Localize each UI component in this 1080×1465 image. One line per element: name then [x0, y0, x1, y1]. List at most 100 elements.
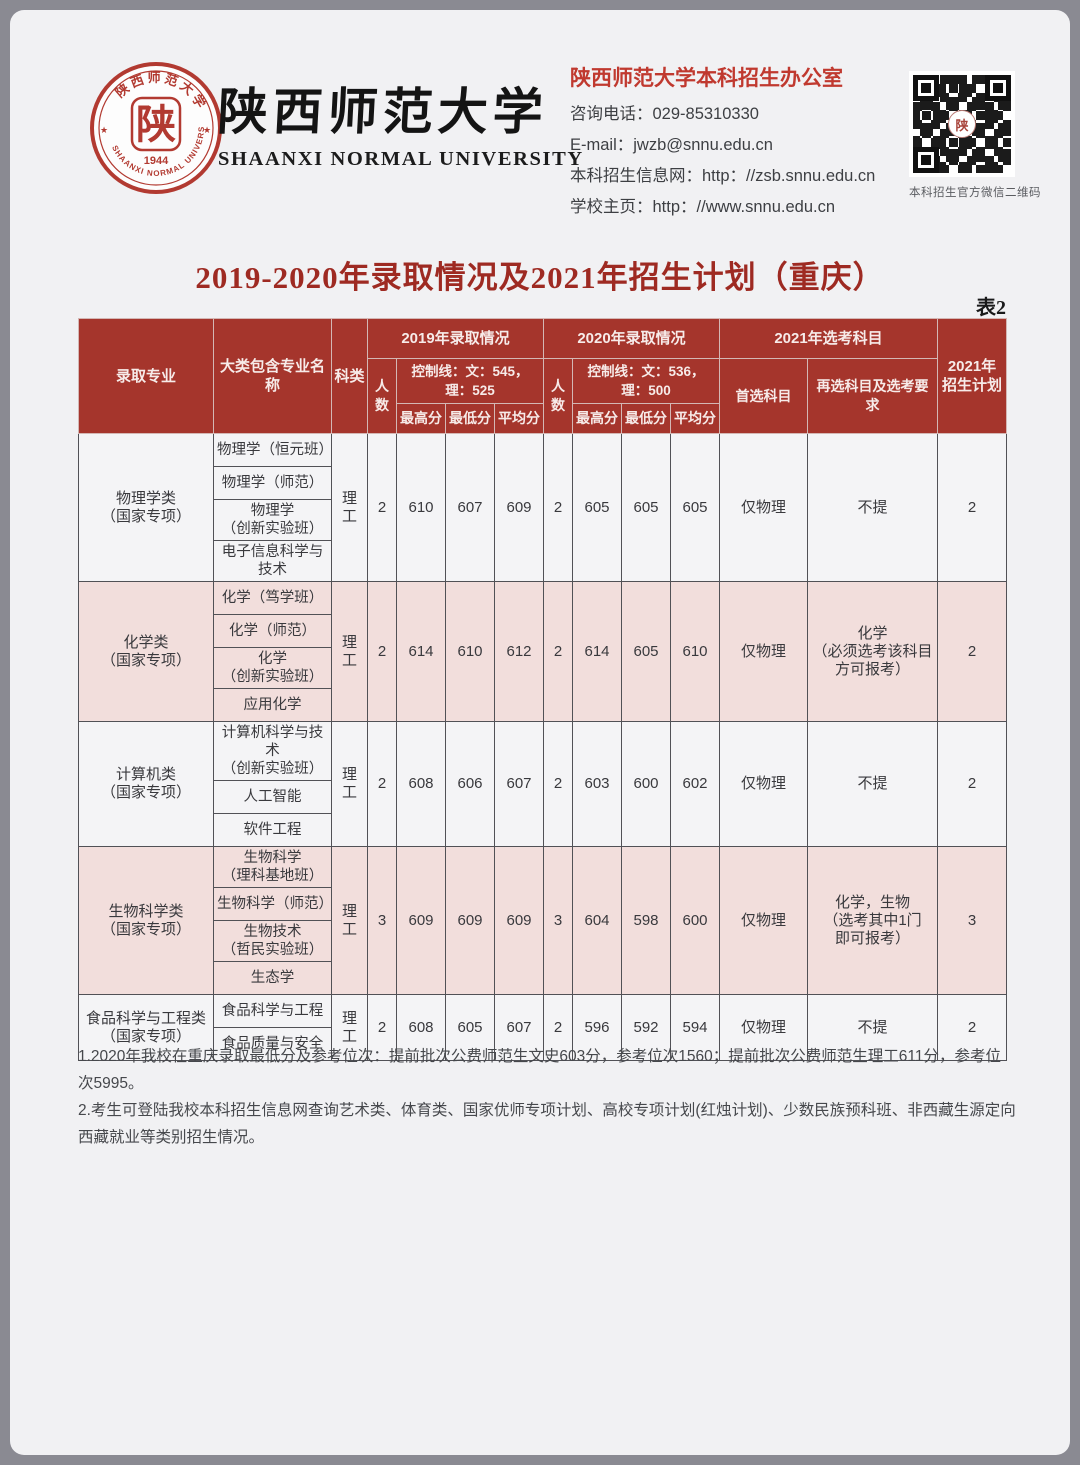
cell-sub-major: 化学（笃学班） [213, 581, 332, 615]
cell-2019-min: 610 [445, 581, 495, 722]
cell-2019-count: 2 [367, 581, 397, 722]
cell-sub-major: 物理学 （创新实验班） [213, 499, 332, 541]
cell-2019-avg: 612 [494, 581, 544, 722]
contact-homepage: 学校主页：http：//www.snnu.edu.cn [570, 198, 836, 216]
cell-second-subject: 化学，生物 （选考其中1门 即可报考） [807, 846, 938, 995]
cell-second-subject: 化学 （必须选考该科目 方可报考） [807, 581, 938, 722]
cell-2019-max: 609 [396, 846, 446, 995]
cell-2020-max: 603 [572, 721, 622, 847]
cell-2019-count: 2 [367, 433, 397, 582]
col-header-first-subject: 首选科目 [719, 358, 808, 434]
table-row: 食品科学与工程类 （国家专项） 食品科学与工程 理工 2 608 605 607… [78, 994, 1007, 1061]
table-row: 生物科学（师范） [79, 887, 1007, 921]
svg-text:陕: 陕 [136, 103, 176, 147]
cell-sub-major: 食品质量与安全 [213, 1027, 332, 1061]
admissions-table-wrap: 录取专业 大类包含专业名称 科类 2019年录取情况 2020年录取情况 202… [78, 318, 1007, 1061]
table-row: 生物科学类 （国家专项） 生物科学 （理科基地班） 理工 3 609 609 6… [78, 846, 1007, 995]
col-header-2021-plan: 2021年 招生计划 [937, 318, 1007, 434]
page-title: 2019-2020年录取情况及2021年招生计划（重庆） [195, 260, 885, 295]
cell-subject-type: 理工 [331, 846, 368, 995]
col-header-avg-2019: 平均分 [494, 403, 544, 434]
table-row: 软件工程 [79, 813, 1007, 847]
cell-sub-major: 人工智能 [213, 780, 332, 814]
cell-subject-type: 理工 [331, 433, 368, 582]
col-header-admission-major: 录取专业 [78, 318, 214, 434]
cell-first-subject: 仅物理 [719, 994, 808, 1061]
cell-first-subject: 仅物理 [719, 846, 808, 995]
cell-2020-avg: 610 [670, 581, 720, 722]
col-header-included-majors: 大类包含专业名称 [213, 318, 332, 434]
cell-first-subject: 仅物理 [719, 581, 808, 722]
col-header-max-2019: 最高分 [396, 403, 446, 434]
table-row: 生物技术 （哲民实验班） [79, 920, 1007, 962]
cell-2020-count: 2 [543, 581, 573, 722]
cell-2020-count: 2 [543, 433, 573, 582]
qr-code-icon: 陕 [909, 71, 1015, 177]
cell-2019-max: 608 [396, 721, 446, 847]
contact-admissions-website: 本科招生信息网：http：//zsb.snnu.edu.cn [570, 167, 876, 185]
group-header-2021-subjects: 2021年选考科目 [719, 318, 938, 359]
cell-2020-avg: 600 [670, 846, 720, 995]
col-header-min-2020: 最低分 [621, 403, 671, 434]
cell-2019-max: 614 [396, 581, 446, 722]
university-name-block: 陕西师范大学 SHAANXI NORMAL UNIVERSITY [216, 72, 582, 171]
seal-icon: 陕西师范大学 SHAANXI NORMAL UNIVERSITY ★ ★ 陕 1… [83, 51, 222, 194]
cell-sub-major: 化学（师范） [213, 614, 332, 648]
cell-sub-major: 生物科学（师范） [213, 887, 333, 921]
cell-2020-min: 605 [621, 433, 671, 582]
university-name-chinese: 陕西师范大学 [216, 82, 550, 141]
cell-2019-max: 608 [396, 994, 446, 1061]
table-row: 应用化学 [79, 688, 1007, 722]
qr-center-seal-icon: 陕 [948, 110, 976, 138]
cell-2020-min: 600 [621, 721, 671, 847]
cell-2020-avg: 602 [670, 721, 720, 847]
contact-email: E-mail：jwzb@snnu.edu.cn [570, 136, 773, 154]
table-row: 生态学 [79, 961, 1007, 995]
cell-2020-max: 596 [572, 994, 622, 1061]
university-seal-logo: 陕西师范大学 SHAANXI NORMAL UNIVERSITY ★ ★ 陕 1… [83, 51, 226, 198]
cell-2020-count: 2 [543, 721, 573, 847]
cell-2020-min: 605 [621, 581, 671, 722]
col-header-count-2020: 人数 [543, 358, 573, 434]
cell-sub-major: 化学 （创新实验班） [213, 647, 332, 689]
wechat-qr-block: 陕 本科招生官方微信二维码 [909, 71, 1041, 200]
svg-text:1944: 1944 [144, 155, 169, 167]
cell-sub-major: 计算机科学与技术 （创新实验班） [213, 721, 332, 781]
cell-first-subject: 仅物理 [719, 433, 808, 582]
cell-second-subject: 不提 [807, 994, 938, 1061]
group-header-2019: 2019年录取情况 [367, 318, 544, 359]
cell-2019-avg: 609 [494, 846, 544, 995]
control-line-2019: 控制线：文：545，理：525 [396, 358, 544, 404]
cell-2020-count: 3 [543, 846, 573, 995]
contact-info-block: 陕西师范大学本科招生办公室 咨询电话：029-85310330 E-mail：j… [570, 62, 900, 223]
cell-2020-max: 614 [572, 581, 622, 722]
table-number-label: 表2 [976, 297, 1006, 319]
qr-caption: 本科招生官方微信二维码 [909, 187, 1041, 199]
document-sheet: 陕西师范大学 SHAANXI NORMAL UNIVERSITY ★ ★ 陕 1… [10, 10, 1070, 1455]
table-row: 计算机类 （国家专项） 计算机科学与技术 （创新实验班） 理工 2 608 60… [78, 721, 1007, 847]
cell-2020-avg: 594 [670, 994, 720, 1061]
col-header-second-subject: 再选科目及选考要求 [807, 358, 938, 434]
cell-second-subject: 不提 [807, 721, 938, 847]
cell-2019-max: 610 [396, 433, 446, 582]
footnotes: 1.2020年我校在重庆录取最低分及参考位次：提前批次公费师范生文史603分，参… [78, 1043, 1016, 1151]
cell-2021-plan: 2 [937, 433, 1007, 582]
footnote-2: 2.考生可登陆我校本科招生信息网查询艺术类、体育类、国家优师专项计划、高校专项计… [78, 1102, 1016, 1146]
cell-sub-major: 食品科学与工程 [213, 994, 332, 1028]
cell-major-group: 食品科学与工程类 （国家专项） [78, 994, 214, 1061]
cell-2019-count: 3 [367, 846, 397, 995]
col-header-subject-type: 科类 [331, 318, 368, 434]
cell-sub-major: 应用化学 [213, 688, 332, 722]
cell-sub-major: 电子信息科学与技术 [213, 540, 332, 582]
cell-2021-plan: 2 [937, 721, 1007, 847]
group-header-2020: 2020年录取情况 [543, 318, 720, 359]
admissions-table: 录取专业 大类包含专业名称 科类 2019年录取情况 2020年录取情况 202… [78, 318, 1007, 1061]
cell-subject-type: 理工 [331, 721, 368, 847]
cell-2019-min: 606 [445, 721, 495, 847]
table-row: 化学类 （国家专项） 化学（笃学班） 理工 2 614 610 612 2 61… [78, 581, 1007, 722]
table-row: 人工智能 [79, 780, 1007, 814]
contact-phone: 咨询电话：029-85310330 [570, 105, 759, 123]
cell-2019-min: 607 [445, 433, 495, 582]
cell-first-subject: 仅物理 [719, 721, 808, 847]
cell-2021-plan: 2 [937, 994, 1007, 1061]
